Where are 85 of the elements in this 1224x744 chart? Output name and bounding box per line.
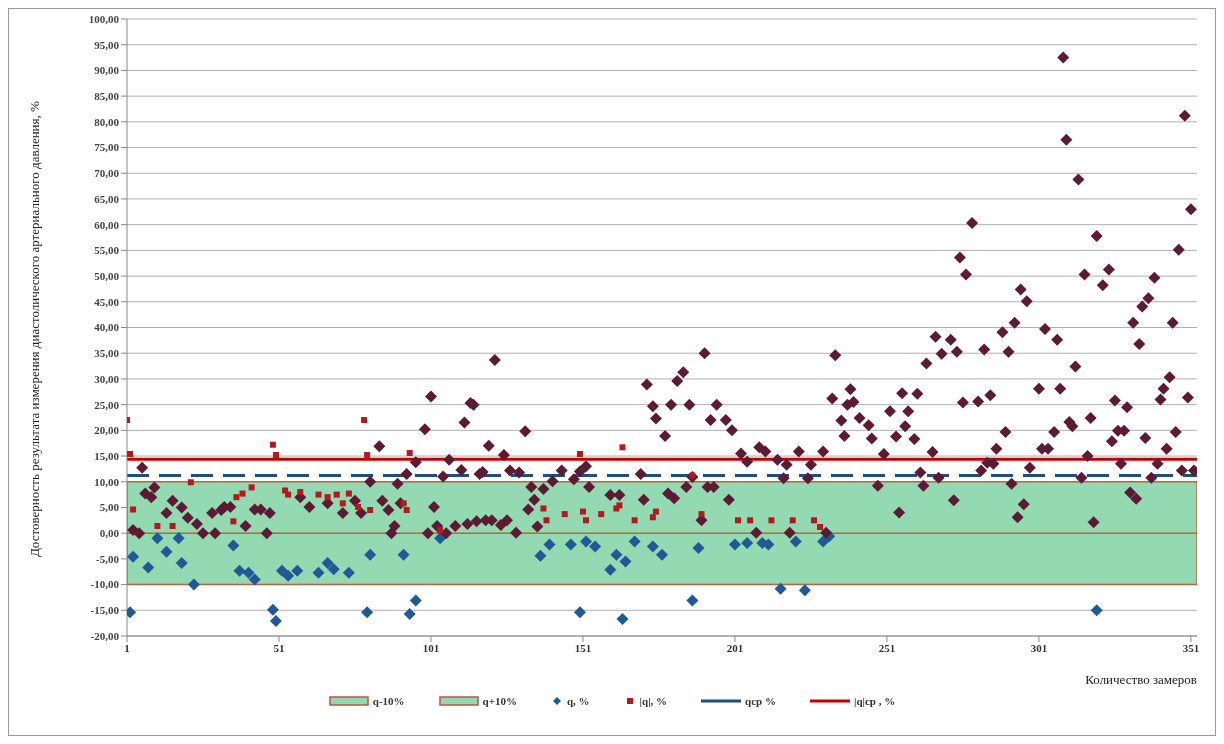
point	[403, 507, 410, 514]
point	[540, 505, 547, 512]
point	[364, 452, 371, 459]
point	[130, 506, 137, 513]
y-tick-label: 70,00	[94, 167, 120, 180]
y-tick-label: 55,00	[94, 244, 120, 257]
point	[649, 514, 656, 521]
point	[437, 527, 444, 534]
point	[187, 479, 194, 486]
y-tick-label: 45,00	[94, 295, 120, 308]
legend-label: q, %	[566, 695, 590, 707]
x-tick-label: 101	[422, 641, 440, 654]
point	[233, 494, 240, 501]
point	[598, 511, 605, 518]
x-tick-label: 201	[726, 641, 744, 654]
point	[747, 517, 754, 524]
x-tick-label: 351	[1182, 641, 1200, 654]
y-tick-label: -20,00	[90, 629, 120, 642]
legend-label: |q|cp , %	[853, 695, 896, 707]
y-tick-label: 5,00	[99, 501, 120, 514]
y-tick-label: -15,00	[90, 604, 120, 617]
x-tick-label: 301	[1030, 641, 1048, 654]
y-tick-label: 100,00	[88, 12, 120, 25]
y-tick-label: 10,00	[94, 475, 120, 488]
legend-label: q+10%	[482, 695, 517, 707]
y-tick-label: 85,00	[94, 90, 120, 103]
point	[230, 518, 237, 525]
legend-label: q-10%	[372, 695, 405, 707]
legend-label: |q|, %	[639, 695, 668, 707]
point	[297, 489, 304, 496]
point	[579, 508, 586, 515]
x-axis-title: Количество замеров	[1085, 672, 1197, 687]
point	[361, 417, 368, 424]
point	[652, 508, 659, 515]
point	[810, 517, 817, 524]
point	[355, 503, 362, 510]
point	[789, 517, 796, 524]
y-tick-label: 0,00	[99, 527, 120, 540]
legend-label: qcp %	[745, 695, 776, 707]
point	[619, 444, 626, 451]
y-tick-label: 60,00	[94, 218, 120, 231]
point	[333, 491, 340, 498]
point	[127, 450, 134, 457]
point	[285, 491, 292, 498]
y-tick-label: 30,00	[94, 372, 120, 385]
point	[583, 517, 590, 524]
y-axis-title: Достоверность результата измерения диастолического артериального давления, %	[27, 100, 43, 559]
x-tick-label: 1	[124, 641, 130, 654]
y-tick-label: 90,00	[94, 64, 120, 77]
point	[367, 507, 374, 514]
y-tick-label: -5,00	[96, 552, 120, 565]
point	[339, 500, 346, 507]
x-tick-label: 251	[878, 641, 896, 654]
y-tick-label: 35,00	[94, 347, 120, 360]
y-tick-label: -10,00	[90, 578, 120, 591]
x-tick-label: 51	[273, 641, 285, 654]
point	[324, 494, 331, 501]
point	[272, 452, 279, 459]
point	[631, 517, 638, 524]
point	[561, 511, 568, 518]
point	[406, 449, 413, 456]
y-tick-label: 25,00	[94, 398, 120, 411]
point	[239, 490, 246, 497]
point	[282, 487, 289, 494]
point	[169, 522, 176, 529]
point	[576, 450, 583, 457]
point	[345, 490, 352, 497]
point	[817, 524, 824, 530]
y-tick-label: 15,00	[94, 449, 120, 462]
point	[543, 517, 550, 524]
point	[734, 517, 741, 524]
point	[154, 522, 161, 529]
y-tick-label: 40,00	[94, 321, 120, 334]
y-tick-label: 80,00	[94, 115, 120, 128]
point	[698, 511, 705, 518]
y-tick-label: 65,00	[94, 192, 120, 205]
x-tick-label: 151	[574, 641, 592, 654]
point	[269, 441, 276, 448]
point	[768, 517, 775, 524]
y-tick-label: 50,00	[94, 269, 120, 282]
point	[248, 484, 255, 491]
point	[315, 491, 322, 498]
y-tick-label: 95,00	[94, 38, 120, 51]
y-tick-label: 75,00	[94, 141, 120, 154]
y-tick-label: 20,00	[94, 424, 120, 437]
